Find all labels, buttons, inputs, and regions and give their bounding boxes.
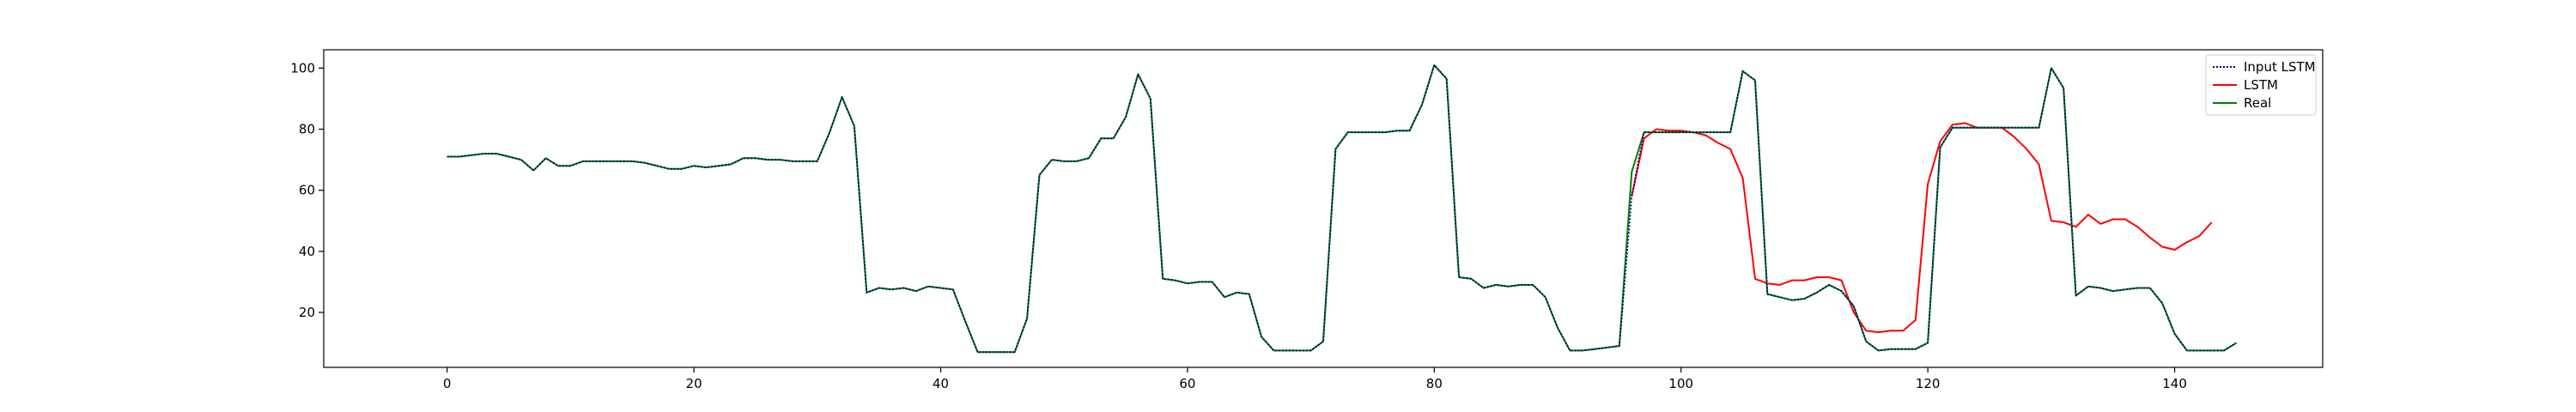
y-tick-label: 80 [299, 122, 315, 137]
x-tick-label: 60 [1179, 376, 1195, 391]
legend-label: Real [2244, 95, 2271, 111]
series-line-lstm [1631, 122, 2213, 334]
y-tick-label: 60 [299, 183, 315, 198]
legend-label: Input LSTM [2244, 59, 2316, 75]
legend: Input LSTM LSTM Real [2205, 54, 2317, 116]
x-tick-label: 80 [1426, 376, 1443, 391]
y-tick-label: 100 [290, 60, 315, 76]
series-line-input-lstm [447, 64, 2237, 354]
x-axis: 0 20 40 60 80 100 120 140 [443, 367, 2187, 391]
x-tick-label: 40 [933, 376, 949, 391]
plot-frame [323, 49, 2324, 368]
x-tick-label: 100 [1668, 376, 1693, 391]
x-tick-label: 0 [443, 376, 452, 391]
y-tick-label: 20 [299, 305, 315, 320]
y-axis: 20 40 60 80 100 [290, 60, 324, 320]
x-tick-label: 120 [1916, 376, 1941, 391]
y-tick-label: 40 [299, 244, 315, 259]
x-tick-label: 20 [686, 376, 702, 391]
legend-label: LSTM [2244, 77, 2278, 93]
series-layer [447, 64, 2237, 354]
legend-box [2205, 54, 2317, 116]
x-tick-label: 140 [2162, 376, 2187, 391]
